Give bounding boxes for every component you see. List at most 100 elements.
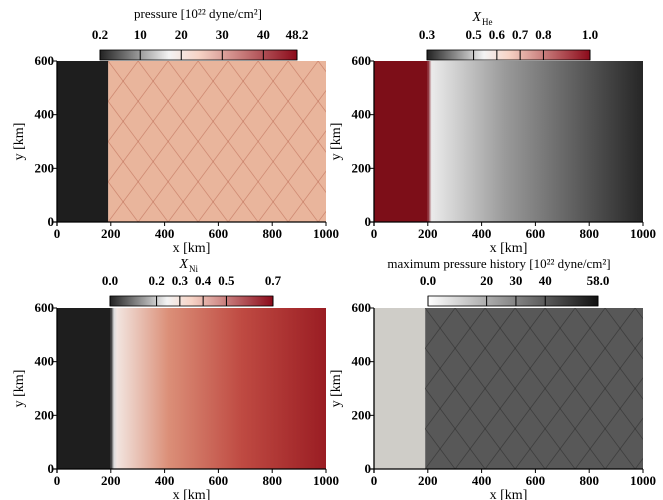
- colorbar-maxp: [428, 296, 598, 306]
- x-tick-label: 600: [526, 473, 546, 488]
- colorbar-tick-label: 0.0: [102, 273, 118, 288]
- panel-xhe: X He 0.3 0.5 0.6 0.7 0.8 1.0 0 200 400 600 800 100…: [329, 10, 656, 256]
- y-axis-label: y [km]: [12, 123, 27, 161]
- colorbar-title-maxp: maximum pressure history [10²² dyne/cm²]: [387, 256, 610, 271]
- colorbar-title-xni: X: [178, 257, 188, 272]
- colorbar-tick-label: 0.4: [195, 273, 212, 288]
- x-tick-label: 1000: [313, 226, 339, 241]
- colorbar-tick-label: 20: [175, 27, 188, 42]
- x-axis-label: x [km]: [173, 241, 211, 256]
- colorbar-tick-label: 40: [257, 27, 270, 42]
- colorbar-tick-label: 1.0: [582, 27, 598, 42]
- shock-line: [287, 61, 326, 113]
- x-tick-label: 200: [418, 226, 438, 241]
- y-tick-label: 400: [35, 354, 55, 369]
- shock-line: [425, 308, 486, 390]
- y-tick-label: 600: [352, 300, 372, 315]
- shock-texture: [108, 61, 326, 222]
- shock-line: [425, 387, 486, 469]
- y-axis-label: y [km]: [329, 370, 344, 408]
- x-tick-label: 0: [371, 226, 378, 241]
- shock-line: [514, 308, 636, 469]
- shock-line: [425, 347, 516, 469]
- x-tick-label: 800: [262, 473, 282, 488]
- region-left: [57, 61, 109, 222]
- x-tick-label: 800: [579, 473, 599, 488]
- shock-line: [108, 100, 199, 222]
- shock-line: [108, 61, 169, 143]
- shock-line: [197, 61, 319, 222]
- shock-line: [167, 61, 289, 222]
- y-tick-label: 400: [352, 354, 372, 369]
- y-tick-label: 200: [35, 160, 55, 175]
- shock-line: [108, 61, 139, 102]
- y-tick-label: 600: [35, 53, 55, 68]
- x-tick-label: 400: [472, 226, 492, 241]
- shock-line: [257, 61, 326, 153]
- shock-line: [484, 308, 606, 469]
- x-tick-label: 400: [155, 473, 175, 488]
- shock-line: [425, 308, 516, 430]
- colorbar-tick-label: 0.2: [148, 273, 164, 288]
- shock-line: [108, 61, 229, 222]
- colorbar-tick-label: 30: [216, 27, 229, 42]
- y-tick-label: 0: [365, 214, 372, 229]
- colorbar-tick-label: 0.7: [512, 27, 529, 42]
- shock-line: [574, 308, 643, 400]
- shock-line: [227, 89, 326, 222]
- colorbar-tick-label: 0.5: [218, 273, 235, 288]
- colorbar-frame: [99, 49, 298, 61]
- colorbar-tick-label: 0.6: [489, 27, 506, 42]
- colorbar-title-xhe: X: [471, 10, 481, 25]
- colorbar-frame: [427, 295, 599, 307]
- x-tick-label: 400: [472, 473, 492, 488]
- x-tick-label: 0: [54, 473, 61, 488]
- region-main: [108, 61, 326, 222]
- region-main: [425, 308, 643, 469]
- x-axis-label: x [km]: [173, 488, 211, 500]
- colorbar-xni: [110, 296, 273, 306]
- shock-line: [197, 61, 319, 222]
- shock-line: [257, 130, 326, 222]
- y-tick-label: 200: [352, 160, 372, 175]
- y-tick-label: 600: [352, 53, 372, 68]
- panel-pressure: pressure [10²² dyne/cm²] 0.2 10 20 30 40 48.2…: [12, 6, 339, 256]
- x-tick-label: 200: [101, 473, 121, 488]
- region-main: [116, 308, 327, 469]
- shock-line: [108, 140, 169, 222]
- shock-line: [287, 170, 326, 222]
- x-tick-label: 600: [209, 473, 229, 488]
- x-tick-label: 0: [54, 226, 61, 241]
- x-tick-label: 0: [371, 473, 378, 488]
- shock-line: [484, 308, 606, 469]
- x-axis-label: x [km]: [490, 488, 528, 500]
- panel-maxp: maximum pressure history [10²² dyne/cm²]…: [329, 256, 656, 500]
- shock-line: [137, 61, 259, 222]
- colorbar-xhe: [427, 50, 590, 60]
- x-tick-label: 1000: [630, 473, 656, 488]
- region-left: [374, 61, 428, 222]
- shock-line: [604, 308, 643, 360]
- shock-line: [425, 308, 456, 349]
- colorbar-tick-label: 0.3: [172, 273, 189, 288]
- x-tick-label: 600: [526, 226, 546, 241]
- shock-line: [167, 61, 289, 222]
- shock-line: [604, 417, 643, 469]
- region-main: [430, 61, 643, 222]
- x-tick-label: 200: [418, 473, 438, 488]
- colorbar-title-pressure: pressure [10²² dyne/cm²]: [134, 6, 262, 21]
- region-transition: [110, 308, 118, 469]
- y-tick-label: 0: [48, 214, 55, 229]
- shock-line: [544, 336, 643, 469]
- y-tick-label: 0: [48, 461, 55, 476]
- y-axis-label: y [km]: [12, 370, 27, 408]
- x-tick-label: 1000: [630, 226, 656, 241]
- x-axis-label: x [km]: [490, 241, 528, 256]
- shock-line: [454, 308, 576, 469]
- region-left: [57, 308, 111, 469]
- y-tick-label: 600: [35, 300, 55, 315]
- colorbar-tick-label: 40: [539, 273, 552, 288]
